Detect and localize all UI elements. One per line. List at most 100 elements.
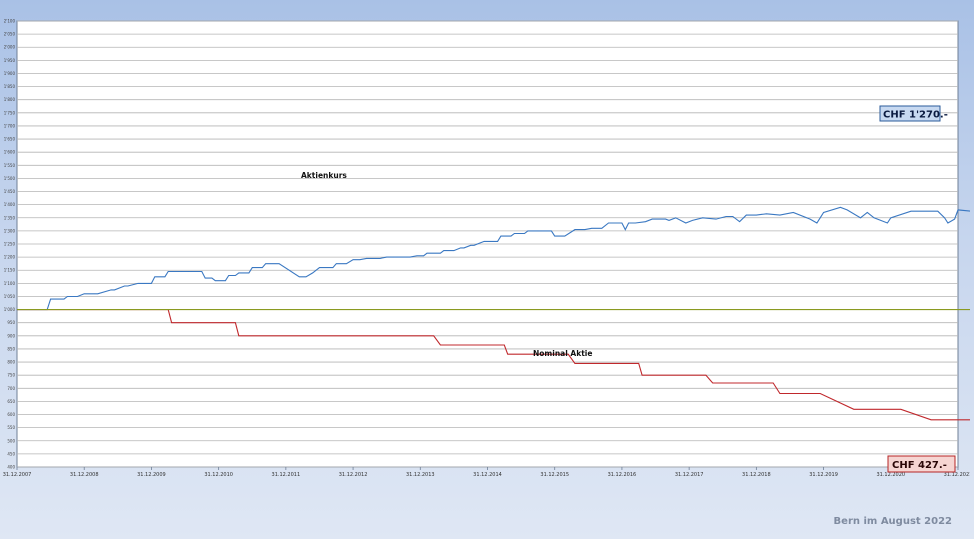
y-tick-label: 500	[7, 438, 15, 443]
data-point	[63, 298, 64, 299]
data-point	[823, 212, 824, 213]
series-label-aktienkurs: Aktienkurs	[301, 171, 347, 180]
y-tick-label: 1'150	[4, 268, 16, 273]
data-point	[490, 241, 491, 242]
y-tick-label: 650	[7, 399, 15, 404]
data-point	[144, 283, 145, 284]
data-point	[944, 217, 945, 218]
data-point	[846, 209, 847, 210]
data-point	[931, 419, 932, 420]
y-tick-label: 1'350	[4, 215, 16, 220]
data-point	[887, 222, 888, 223]
data-point	[346, 263, 347, 264]
y-tick-label: 1'200	[4, 255, 16, 260]
y-tick-label: 1'550	[4, 163, 16, 168]
data-point	[453, 250, 454, 251]
data-point	[238, 272, 239, 273]
data-point	[712, 382, 713, 383]
y-tick-label: 1'850	[4, 84, 16, 89]
data-point	[541, 230, 542, 231]
y-tick-label: 1'950	[4, 58, 16, 63]
data-point	[608, 222, 609, 223]
data-point	[406, 257, 407, 258]
data-point	[675, 217, 676, 218]
data-point	[621, 222, 622, 223]
data-point	[645, 221, 646, 222]
y-tick-label: 2'000	[4, 45, 16, 50]
data-point	[524, 233, 525, 234]
y-tick-label: 1'250	[4, 242, 16, 247]
data-point	[756, 215, 757, 216]
data-point	[127, 285, 128, 286]
data-point	[860, 217, 861, 218]
data-point	[910, 211, 911, 212]
data-point	[154, 276, 155, 277]
data-point	[625, 229, 626, 230]
data-point	[164, 276, 165, 277]
data-point	[463, 247, 464, 248]
data-point	[423, 255, 424, 256]
x-tick-label: 31.12.2017	[675, 472, 704, 478]
x-tick-label: 31.12.2010	[204, 472, 233, 478]
data-point	[352, 259, 353, 260]
data-point	[500, 236, 501, 237]
series-label-nominal: Nominal Aktie	[533, 349, 592, 358]
data-point	[336, 263, 337, 264]
end-value-label-aktienkurs: CHF 1'270.-	[883, 110, 948, 121]
y-tick-label: 800	[7, 360, 15, 365]
data-point	[211, 278, 212, 279]
data-point	[235, 275, 236, 276]
data-point	[554, 236, 555, 237]
x-tick-label: 31.12.2015	[540, 472, 569, 478]
data-point	[484, 241, 485, 242]
data-point	[591, 228, 592, 229]
y-tick-label: 1'600	[4, 150, 16, 155]
data-point	[67, 296, 68, 297]
data-point	[94, 293, 95, 294]
data-point	[195, 271, 196, 272]
data-point	[937, 211, 938, 212]
data-point	[766, 213, 767, 214]
data-point	[514, 233, 515, 234]
y-tick-label: 900	[7, 333, 15, 338]
data-point	[816, 222, 817, 223]
data-point	[248, 272, 249, 273]
data-point	[470, 245, 471, 246]
data-point	[779, 393, 780, 394]
data-point	[359, 259, 360, 260]
y-tick-label: 1'100	[4, 281, 16, 286]
data-point	[215, 280, 216, 281]
end-value-box-nominal	[887, 455, 956, 473]
y-tick-label: 2'050	[4, 32, 16, 37]
data-point	[416, 255, 417, 256]
data-point	[124, 285, 125, 286]
data-point	[171, 322, 172, 323]
y-tick-label: 950	[7, 320, 15, 325]
x-tick-label: 31.12.2019	[809, 472, 838, 478]
data-point	[366, 258, 367, 259]
y-tick-label: 1'700	[4, 123, 16, 128]
data-point	[840, 207, 841, 208]
data-point	[705, 375, 706, 376]
y-tick-label: 700	[7, 386, 15, 391]
y-tick-label: 1'900	[4, 71, 16, 76]
series-line-1	[17, 309, 974, 421]
x-tick-label: 31.12.2016	[608, 472, 637, 478]
data-point	[652, 218, 653, 219]
data-point	[739, 221, 740, 222]
y-tick-label: 1'300	[4, 228, 16, 233]
data-point	[668, 220, 669, 221]
data-point	[205, 278, 206, 279]
data-point	[537, 230, 538, 231]
y-tick-label: 750	[7, 373, 15, 378]
line-chart: 2'100 2'050 2'000 1'950 1'900 1'850 1'800 1'750…	[3, 19, 974, 478]
data-point	[873, 217, 874, 218]
data-point	[265, 263, 266, 264]
data-point	[201, 271, 202, 272]
data-point	[262, 267, 263, 268]
x-tick-label: 31.12.2013	[406, 472, 435, 478]
data-point	[460, 247, 461, 248]
data-point	[84, 293, 85, 294]
data-point	[319, 267, 320, 268]
data-point	[594, 228, 595, 229]
